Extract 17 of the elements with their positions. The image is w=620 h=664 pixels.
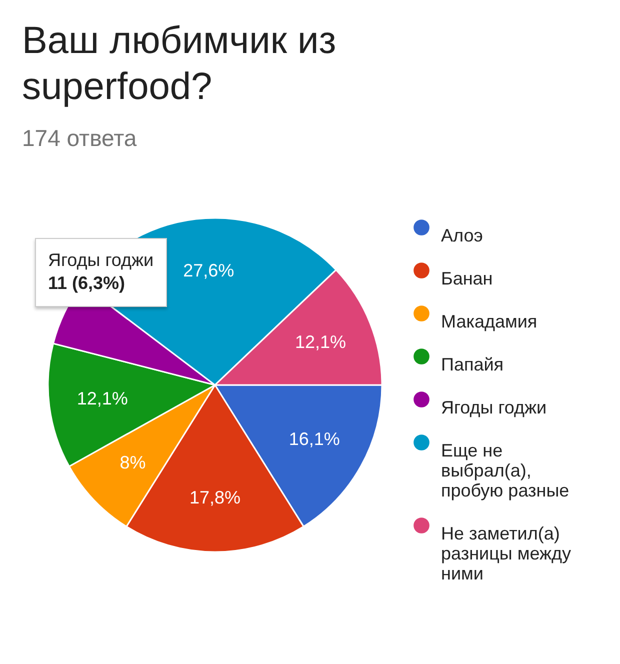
chart-subtitle: 174 ответа xyxy=(21,124,138,152)
chart-title: Ваш любимчик из superfood? xyxy=(21,19,338,110)
legend-label: Еще не выбрал(а), пробую разные xyxy=(441,440,570,500)
legend-label: Не заметил(а) разницы между ними xyxy=(441,523,572,584)
legend-label: Банан xyxy=(441,268,493,288)
data-label: 12,1% xyxy=(76,388,128,408)
text: 11 (6,3%) xyxy=(48,272,126,296)
data-label: 17,8% xyxy=(189,487,241,508)
legend-label: Ягоды годжи xyxy=(441,397,547,418)
data-label: 12,1% xyxy=(294,332,346,352)
legend-label: Макадамия xyxy=(441,311,538,332)
legend-label: Алоэ xyxy=(441,225,483,246)
text: Ягоды годжи xyxy=(48,248,154,272)
data-label: 8% xyxy=(120,452,146,472)
data-label: 27,6% xyxy=(183,260,234,280)
data-label: 16,1% xyxy=(288,428,340,449)
legend-label: Папайя xyxy=(441,354,504,374)
